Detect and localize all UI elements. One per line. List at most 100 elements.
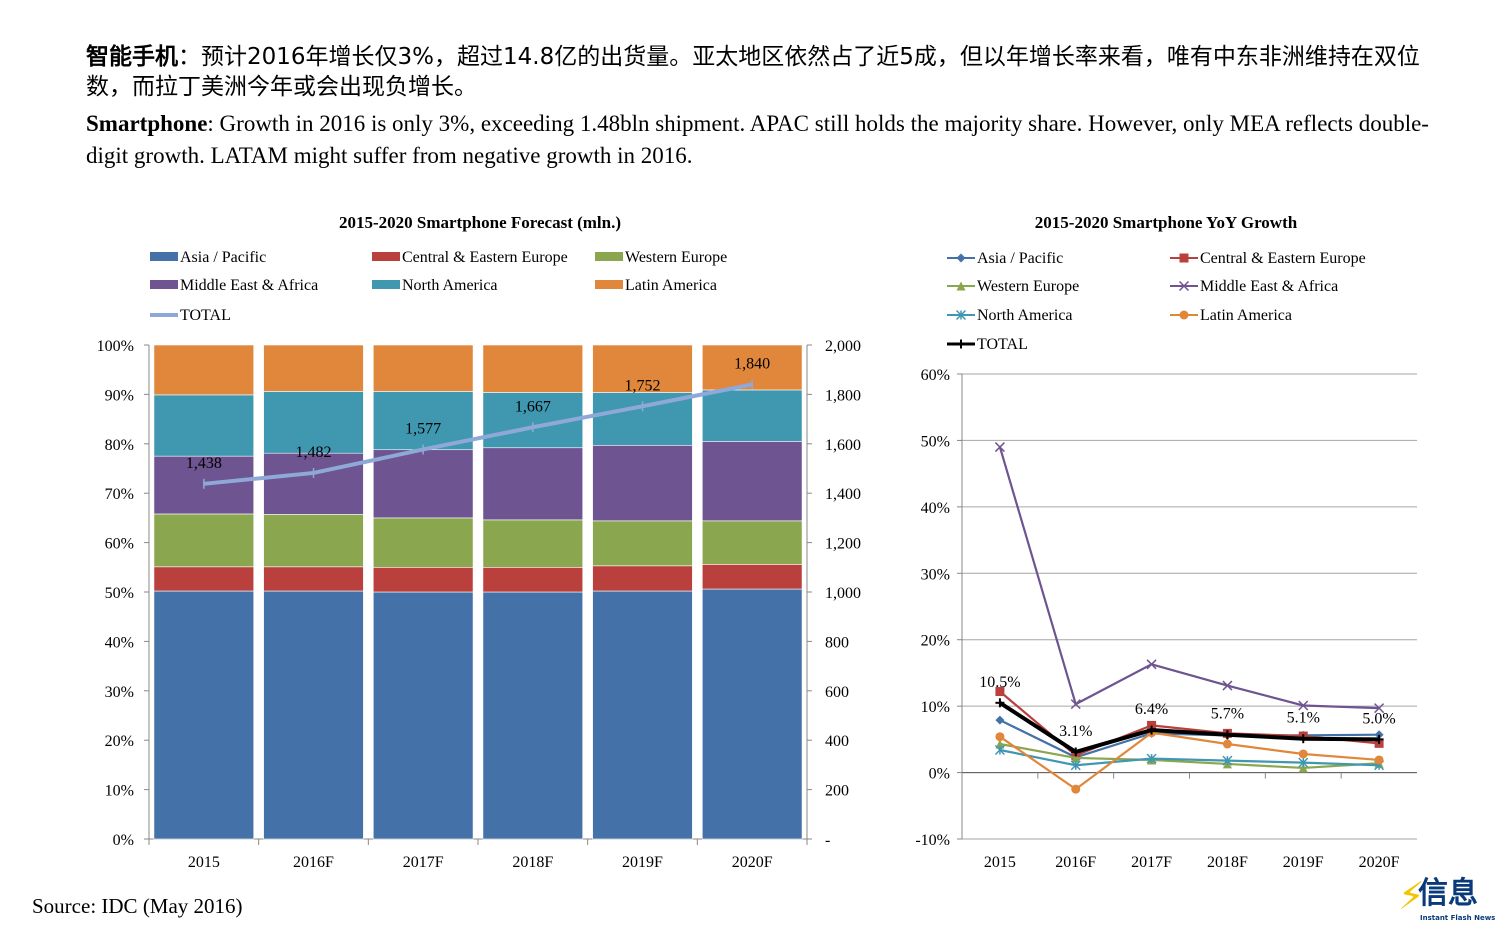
- total-data-label: 1,577: [405, 420, 441, 437]
- bar-segment: [482, 344, 584, 393]
- growth-chart-axes: -10% 0% 10% 20% 30% 40% 50% 60% 2015 2016F 2017F 20…: [915, 367, 1417, 871]
- y-tick-label-right: 1,200: [825, 536, 861, 553]
- forecast-chart-total-line: 1,438 1,482 1,577 1,667 1,752 1,840: [186, 356, 770, 489]
- legend-swatch: [595, 280, 623, 289]
- marker-x: [994, 442, 1005, 453]
- y-tick-label-right: 800: [825, 634, 849, 651]
- bar-segment: [153, 513, 255, 568]
- bar-segment: [482, 447, 584, 521]
- marker-diamond: [995, 715, 1005, 725]
- bar-segment: [701, 441, 803, 522]
- y-tick-label-left: 0%: [113, 832, 134, 849]
- legend-swatch: [595, 252, 623, 261]
- y-tick-label-right: 600: [825, 684, 849, 701]
- headline-chinese: 智能手机：预计2016年增长仅3%，超过14.8亿的出货量。亚太地区依然占了近5…: [86, 42, 1446, 102]
- y-tick-label-left: 30%: [105, 684, 134, 701]
- bar-segment: [153, 590, 255, 840]
- y-tick-label-left: 100%: [97, 338, 134, 355]
- marker-circle: [1374, 755, 1384, 765]
- bar-segment: [153, 344, 255, 396]
- legend-label: North America: [402, 277, 498, 294]
- y-tick-label: 0%: [929, 766, 950, 783]
- logo-subtitle: Instant Flash News: [1420, 914, 1496, 922]
- x-tick-label: 2017F: [1131, 854, 1172, 871]
- bar-segment: [592, 565, 693, 592]
- legend-swatch: [150, 252, 178, 261]
- headline-english: Smartphone: Growth in 2016 is only 3%, e…: [86, 108, 1446, 172]
- series-line: [998, 701, 1380, 755]
- total-data-label: 6.4%: [1135, 701, 1168, 718]
- marker-circle: [1179, 310, 1189, 320]
- bar-segment: [701, 389, 803, 442]
- legend-label: North America: [977, 307, 1073, 324]
- y-tick-label-right: 1,800: [825, 387, 861, 404]
- marker-x: [1374, 703, 1385, 714]
- legend-label: Western Europe: [625, 249, 727, 266]
- bar-segment: [701, 564, 803, 590]
- bar-segment: [153, 394, 255, 457]
- headline-chinese-bold: 智能手机: [86, 44, 178, 70]
- x-tick-label: 2016F: [293, 854, 334, 871]
- total-data-label: 1,667: [515, 398, 551, 415]
- bar-segment: [482, 519, 584, 568]
- y-tick-label-right: -: [825, 832, 830, 849]
- headline: 智能手机：预计2016年增长仅3%，超过14.8亿的出货量。亚太地区依然占了近5…: [86, 42, 1446, 172]
- y-tick-label-right: 1,000: [825, 585, 861, 602]
- legend-label: Asia / Pacific: [977, 250, 1063, 267]
- bar-segment: [592, 344, 693, 393]
- bar-segment: [263, 391, 364, 454]
- forecast-chart-axes: 0% 10% 20% 30% 40% 50% 60% 70% 80% 90% 100% - 200 400…: [97, 338, 861, 871]
- legend-swatch: [372, 280, 400, 289]
- y-tick-label-left: 60%: [105, 536, 134, 553]
- y-tick-label: -10%: [915, 832, 950, 849]
- total-data-label: 1,482: [296, 444, 332, 461]
- y-tick-label-left: 40%: [105, 634, 134, 651]
- legend-label: TOTAL: [180, 307, 231, 324]
- lightning-bolt-icon: ⚡: [1398, 874, 1425, 918]
- y-tick-label-right: 200: [825, 783, 849, 800]
- marker-x: [1070, 699, 1081, 710]
- y-tick-label-right: 1,600: [825, 437, 861, 454]
- growth-chart-title: 2015-2020 Smartphone YoY Growth: [1035, 213, 1298, 232]
- legend-label: TOTAL: [977, 336, 1028, 353]
- marker-circle: [995, 732, 1005, 742]
- x-tick-label: 2015: [188, 854, 220, 871]
- legend-label: Asia / Pacific: [180, 249, 266, 266]
- bar-segment: [592, 520, 693, 567]
- y-tick-label-left: 10%: [105, 783, 134, 800]
- y-tick-label-left: 50%: [105, 585, 134, 602]
- series-line: [999, 748, 1380, 767]
- legend-label: Central & Eastern Europe: [1200, 250, 1366, 267]
- total-data-label: 5.7%: [1211, 706, 1244, 723]
- bar-segment: [701, 588, 803, 840]
- legend-label: Central & Eastern Europe: [402, 249, 568, 266]
- bar-segment: [482, 591, 584, 840]
- bar-segment: [482, 566, 584, 593]
- legend-label: Latin America: [625, 277, 717, 294]
- total-data-label: 1,438: [186, 455, 222, 472]
- marker-triangle: [995, 739, 1005, 749]
- y-tick-label: 60%: [921, 367, 950, 384]
- x-tick-label: 2015: [984, 854, 1016, 871]
- bar-segment: [263, 590, 364, 840]
- total-data-label: 5.0%: [1362, 710, 1395, 727]
- y-tick-label-left: 70%: [105, 486, 134, 503]
- bar-segment: [372, 391, 474, 451]
- marker-circle: [1222, 739, 1232, 749]
- legend-label: Western Europe: [977, 278, 1079, 295]
- y-tick-label: 40%: [921, 500, 950, 517]
- bar-segment: [153, 566, 255, 592]
- growth-chart: 2015-2020 Smartphone YoY Growth Asia / P…: [915, 213, 1417, 871]
- x-tick-label: 2019F: [622, 854, 663, 871]
- bar-segment: [372, 449, 474, 519]
- growth-chart-legend: Asia / Pacific Central & Eastern Europe We…: [947, 250, 1366, 353]
- y-tick-label-right: 2,000: [825, 338, 861, 355]
- marker-circle: [1071, 784, 1081, 794]
- x-tick-label: 2019F: [1283, 854, 1324, 871]
- legend-swatch: [150, 280, 178, 289]
- x-tick-label: 2020F: [1359, 854, 1400, 871]
- bar-segment: [372, 517, 474, 568]
- source-note: Source: IDC (May 2016): [32, 894, 243, 918]
- x-tick-label: 2018F: [1207, 854, 1248, 871]
- logo: ⚡ 信息 Instant Flash News: [1398, 874, 1496, 930]
